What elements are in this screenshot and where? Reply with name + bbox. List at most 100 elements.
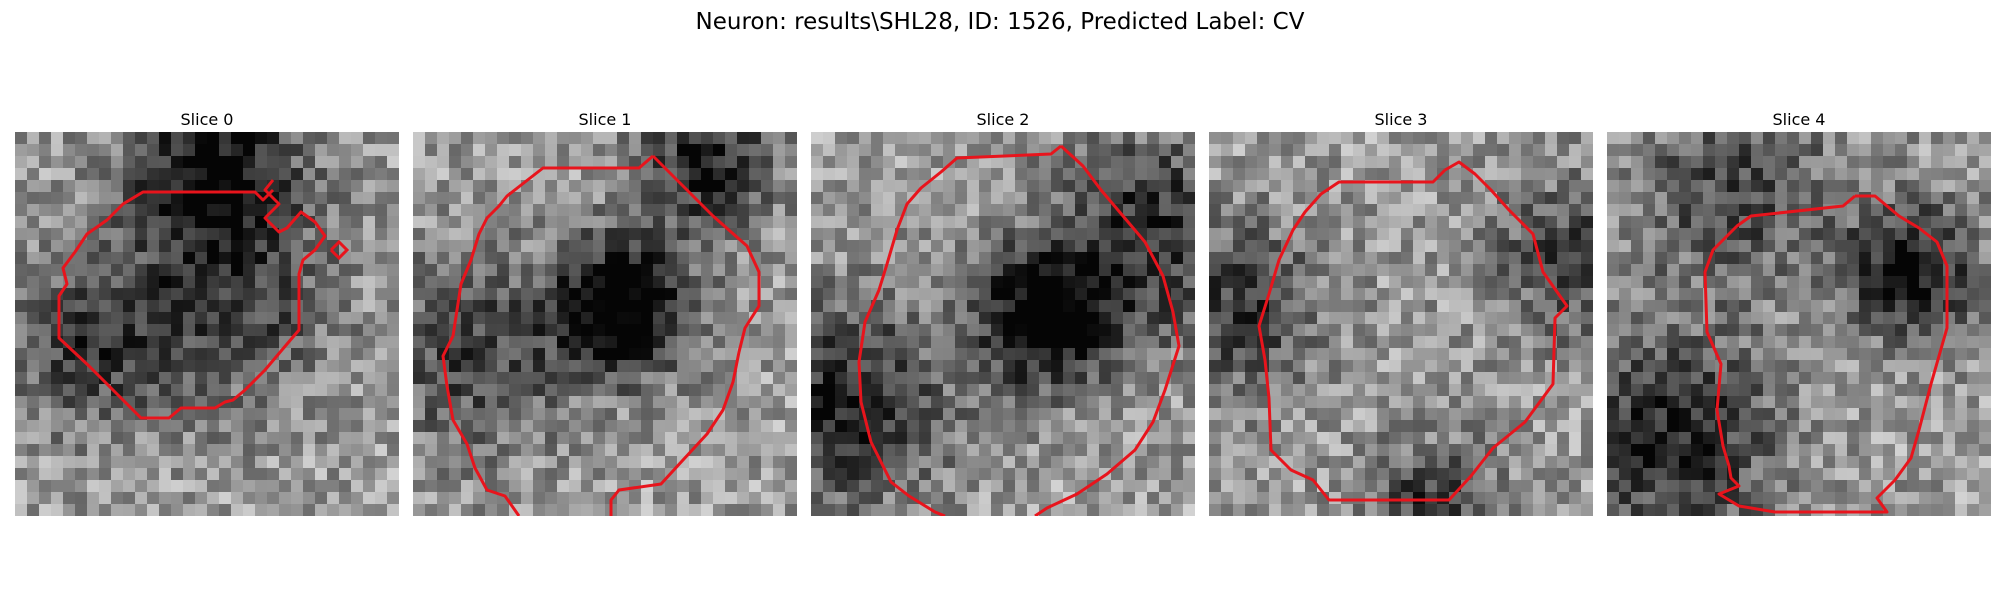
- image-pixel: [1955, 396, 1967, 408]
- image-pixel: [363, 360, 375, 372]
- image-pixel: [955, 492, 967, 504]
- image-pixel: [1631, 372, 1643, 384]
- image-pixel: [1979, 168, 1991, 180]
- image-pixel: [123, 240, 135, 252]
- image-pixel: [713, 360, 725, 372]
- image-pixel: [991, 240, 1003, 252]
- image-pixel: [387, 324, 399, 336]
- image-pixel: [847, 456, 859, 468]
- image-pixel: [255, 336, 267, 348]
- image-pixel: [135, 216, 147, 228]
- image-pixel: [509, 132, 521, 144]
- image-pixel: [1667, 276, 1679, 288]
- image-pixel: [1943, 336, 1955, 348]
- image-pixel: [425, 144, 437, 156]
- image-pixel: [375, 432, 387, 444]
- image-pixel: [1449, 432, 1461, 444]
- image-pixel: [15, 240, 27, 252]
- image-pixel: [1607, 360, 1619, 372]
- image-pixel: [1087, 276, 1099, 288]
- image-pixel: [1437, 372, 1449, 384]
- image-pixel: [509, 276, 521, 288]
- image-pixel: [1655, 432, 1667, 444]
- image-pixel: [1775, 240, 1787, 252]
- image-pixel: [701, 408, 713, 420]
- image-pixel: [689, 180, 701, 192]
- image-pixel: [437, 132, 449, 144]
- image-pixel: [1425, 312, 1437, 324]
- image-pixel: [521, 408, 533, 420]
- image-pixel: [1111, 240, 1123, 252]
- image-pixel: [1111, 132, 1123, 144]
- image-pixel: [617, 204, 629, 216]
- image-pixel: [1751, 180, 1763, 192]
- image-pixel: [725, 300, 737, 312]
- image-pixel: [1449, 276, 1461, 288]
- image-pixel: [1655, 396, 1667, 408]
- image-pixel: [509, 336, 521, 348]
- image-pixel: [1581, 504, 1593, 516]
- image-pixel: [1557, 372, 1569, 384]
- image-pixel: [533, 216, 545, 228]
- image-pixel: [955, 312, 967, 324]
- image-pixel: [75, 312, 87, 324]
- image-pixel: [1943, 192, 1955, 204]
- image-pixel: [1461, 396, 1473, 408]
- image-pixel: [1679, 420, 1691, 432]
- image-pixel: [27, 252, 39, 264]
- image-pixel: [521, 468, 533, 480]
- image-pixel: [677, 336, 689, 348]
- image-pixel: [955, 144, 967, 156]
- image-pixel: [1413, 216, 1425, 228]
- image-pixel: [761, 324, 773, 336]
- image-pixel: [1365, 168, 1377, 180]
- image-pixel: [761, 156, 773, 168]
- image-pixel: [1871, 288, 1883, 300]
- image-pixel: [979, 420, 991, 432]
- image-pixel: [701, 156, 713, 168]
- image-pixel: [521, 324, 533, 336]
- image-pixel: [147, 480, 159, 492]
- image-pixel: [1775, 192, 1787, 204]
- image-pixel: [1063, 144, 1075, 156]
- image-pixel: [1003, 276, 1015, 288]
- image-pixel: [1509, 168, 1521, 180]
- image-pixel: [207, 360, 219, 372]
- image-pixel: [835, 396, 847, 408]
- image-pixel: [413, 336, 425, 348]
- image-pixel: [147, 420, 159, 432]
- image-pixel: [327, 168, 339, 180]
- image-pixel: [1245, 168, 1257, 180]
- image-pixel: [1051, 216, 1063, 228]
- image-pixel: [1147, 336, 1159, 348]
- image-pixel: [413, 432, 425, 444]
- image-pixel: [1485, 504, 1497, 516]
- image-pixel: [351, 432, 363, 444]
- image-pixel: [1679, 408, 1691, 420]
- image-pixel: [231, 288, 243, 300]
- image-pixel: [1365, 372, 1377, 384]
- image-pixel: [713, 336, 725, 348]
- image-pixel: [363, 408, 375, 420]
- image-pixel: [351, 372, 363, 384]
- image-pixel: [847, 348, 859, 360]
- image-pixel: [677, 264, 689, 276]
- image-pixel: [1221, 408, 1233, 420]
- image-pixel: [1545, 240, 1557, 252]
- image-pixel: [291, 444, 303, 456]
- image-pixel: [1245, 336, 1257, 348]
- image-pixel: [339, 468, 351, 480]
- image-pixel: [375, 420, 387, 432]
- image-pixel: [761, 504, 773, 516]
- image-pixel: [15, 372, 27, 384]
- image-pixel: [1751, 336, 1763, 348]
- image-pixel: [653, 240, 665, 252]
- image-pixel: [871, 468, 883, 480]
- image-pixel: [351, 180, 363, 192]
- image-pixel: [1703, 216, 1715, 228]
- image-pixel: [1919, 336, 1931, 348]
- image-pixel: [629, 504, 641, 516]
- image-pixel: [243, 312, 255, 324]
- image-pixel: [315, 360, 327, 372]
- image-pixel: [1871, 420, 1883, 432]
